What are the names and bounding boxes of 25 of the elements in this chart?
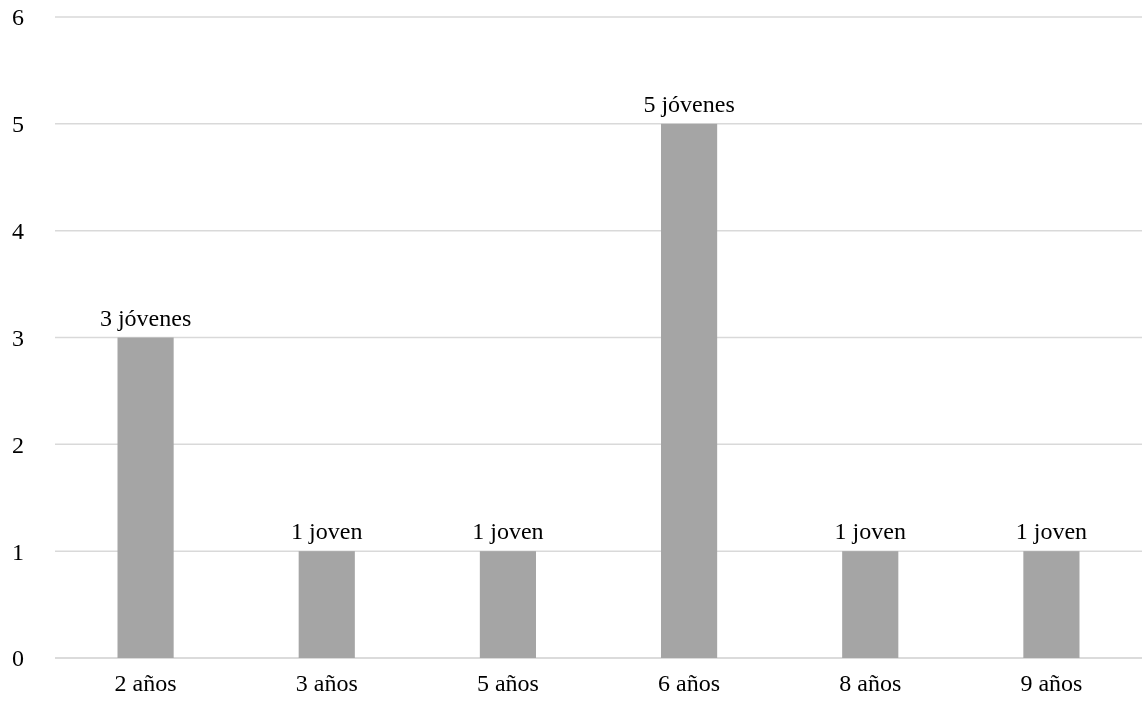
- x-tick-label: 5 años: [476, 670, 539, 696]
- y-tick-label: 1: [12, 538, 24, 565]
- y-tick-label: 5: [12, 111, 24, 138]
- x-tick-label: 3 años: [295, 670, 358, 696]
- bar: [479, 551, 536, 658]
- data-label: 5 jóvenes: [643, 90, 735, 117]
- y-tick-label: 6: [12, 4, 24, 31]
- x-tick-label: 2 años: [114, 670, 177, 696]
- bar: [661, 123, 718, 658]
- data-label: 1 joven: [472, 518, 544, 545]
- data-label: 1 joven: [1015, 518, 1088, 545]
- bar: [842, 551, 899, 658]
- y-tick-label: 2: [12, 431, 24, 458]
- y-tick-label: 3: [12, 324, 24, 351]
- y-tick-label: 4: [12, 218, 24, 245]
- bar: [117, 337, 174, 658]
- data-label: 1 joven: [291, 518, 363, 545]
- data-label: 3 jóvenes: [99, 304, 192, 331]
- x-tick-label: 6 años: [658, 670, 721, 696]
- data-label: 1 joven: [834, 518, 906, 545]
- y-tick-label: 0: [12, 645, 24, 672]
- bar: [298, 551, 355, 658]
- x-tick-label: 8 años: [839, 670, 902, 696]
- x-tick-label: 9 años: [1020, 670, 1083, 696]
- bar: [1023, 551, 1080, 658]
